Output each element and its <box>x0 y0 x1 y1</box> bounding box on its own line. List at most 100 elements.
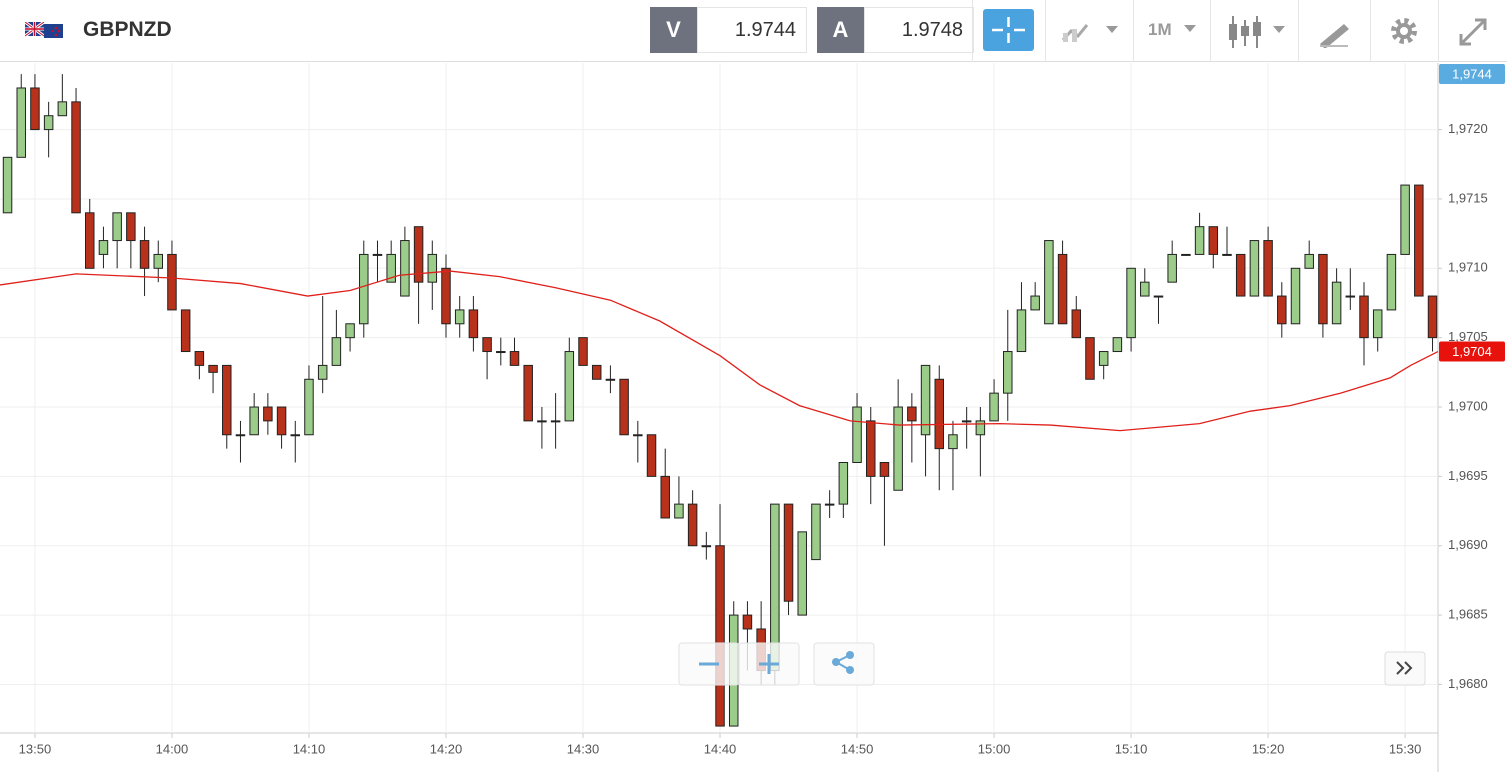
share-dot <box>846 651 854 659</box>
candle-body <box>1071 309 1082 339</box>
price-tag <box>1439 64 1505 84</box>
price-tag-label: 1,9744 <box>1452 66 1492 81</box>
candle-body <box>372 253 383 256</box>
candle-body <box>331 337 342 366</box>
y-tick-label: 1,9700 <box>1448 398 1488 413</box>
candle-body <box>879 462 890 477</box>
x-tick-label: 15:10 <box>1115 741 1148 756</box>
candle-body <box>674 503 684 519</box>
candle-body <box>1345 295 1356 298</box>
chart: 1,96801,96851,96901,96951,97001,97051,97… <box>0 63 1505 772</box>
y-tick-label: 1,9690 <box>1448 537 1488 552</box>
candle-body <box>413 226 424 283</box>
candle-body <box>112 212 122 242</box>
x-tick-label: 15:00 <box>978 741 1011 756</box>
candle-body <box>194 351 205 366</box>
candle-body <box>1235 253 1246 297</box>
candle-body <box>468 309 479 339</box>
candle-body <box>1400 184 1410 255</box>
candle-body <box>1057 253 1068 325</box>
x-tick-label: 15:20 <box>1252 741 1285 756</box>
candle-type-button[interactable] <box>1226 14 1288 50</box>
candle-body <box>276 406 287 436</box>
candle-body <box>1414 184 1424 297</box>
candle-body <box>1318 253 1328 325</box>
candle-body <box>1167 253 1177 283</box>
candle-body <box>482 337 492 353</box>
crosshair-button[interactable] <box>983 9 1034 51</box>
candle-body <box>317 364 328 380</box>
candle-body <box>180 309 191 353</box>
candle-body <box>578 337 588 366</box>
candle-body <box>509 351 520 366</box>
candle-body <box>907 406 917 422</box>
y-tick-label: 1,9710 <box>1448 260 1488 275</box>
settings-button[interactable] <box>1388 15 1420 47</box>
candle-body <box>290 434 301 437</box>
candle-body <box>1277 295 1287 325</box>
candle-body <box>1098 351 1109 366</box>
candle-body <box>687 503 698 547</box>
zoom-controls <box>678 642 875 686</box>
candle-body <box>167 253 177 311</box>
candle-body <box>1044 240 1054 325</box>
candle-body <box>934 378 945 450</box>
y-tick-label: 1,9715 <box>1448 190 1488 205</box>
candle-body <box>564 351 575 422</box>
candle-body <box>989 392 999 422</box>
bid-price[interactable]: 1.9744 <box>697 7 807 53</box>
candle-body <box>400 240 410 297</box>
scroll-right-button[interactable] <box>1384 651 1426 686</box>
moving-average-line <box>0 270 1439 432</box>
symbol: GBPNZD <box>83 18 172 41</box>
candle-body <box>98 240 109 255</box>
candle-body <box>1140 281 1150 297</box>
candle-body <box>619 378 629 436</box>
candle-body <box>30 87 40 131</box>
fullscreen-button[interactable] <box>1457 16 1489 48</box>
y-tick-label: 1,9705 <box>1448 329 1488 344</box>
candle-body <box>386 253 396 283</box>
x-tick-label: 13:50 <box>19 741 52 756</box>
y-tick-label: 1,9720 <box>1448 121 1488 136</box>
ask-price[interactable]: 1.9748 <box>864 7 974 53</box>
candle-body <box>1112 337 1123 353</box>
candle-body <box>797 531 807 616</box>
candle-body <box>701 545 712 548</box>
candle-body <box>345 323 355 339</box>
candle-body <box>742 614 753 630</box>
candle-body <box>1427 295 1438 339</box>
candle-body <box>1153 295 1164 298</box>
candle-body <box>646 434 657 477</box>
candle-body <box>523 364 533 422</box>
interval-button[interactable]: 1M <box>1148 20 1172 39</box>
x-tick-label: 14:00 <box>156 741 189 756</box>
candle-body <box>1030 295 1040 311</box>
candle-body <box>208 364 218 373</box>
candle-body <box>2 156 13 214</box>
scroll-right-icon <box>1396 661 1413 675</box>
share-dot <box>832 658 840 666</box>
candle-body <box>139 240 150 269</box>
candle-body <box>961 420 972 423</box>
candle-body <box>1263 240 1273 297</box>
candle-body <box>975 420 986 436</box>
share-button[interactable] <box>813 642 875 686</box>
plus-icon <box>759 654 779 674</box>
candle-body <box>359 253 369 325</box>
share-dot <box>846 666 854 674</box>
drawing-button[interactable] <box>1318 16 1352 48</box>
candle-body <box>1249 240 1260 297</box>
candle-body <box>263 406 273 422</box>
candle-body <box>235 434 246 437</box>
candle-body <box>852 406 862 464</box>
chart-type-button[interactable] <box>1060 18 1122 46</box>
toolbar: GBPNZD V 1.9744 A 1.9748 1M <box>0 0 1507 62</box>
candle-body <box>1386 253 1397 311</box>
candle-body <box>1304 253 1314 269</box>
y-tick-label: 1,9680 <box>1448 676 1488 691</box>
bid-label: V <box>650 7 697 53</box>
price-tag-label: 1,9704 <box>1452 344 1492 359</box>
candle-body <box>1126 267 1136 339</box>
candle-body <box>1290 267 1301 325</box>
